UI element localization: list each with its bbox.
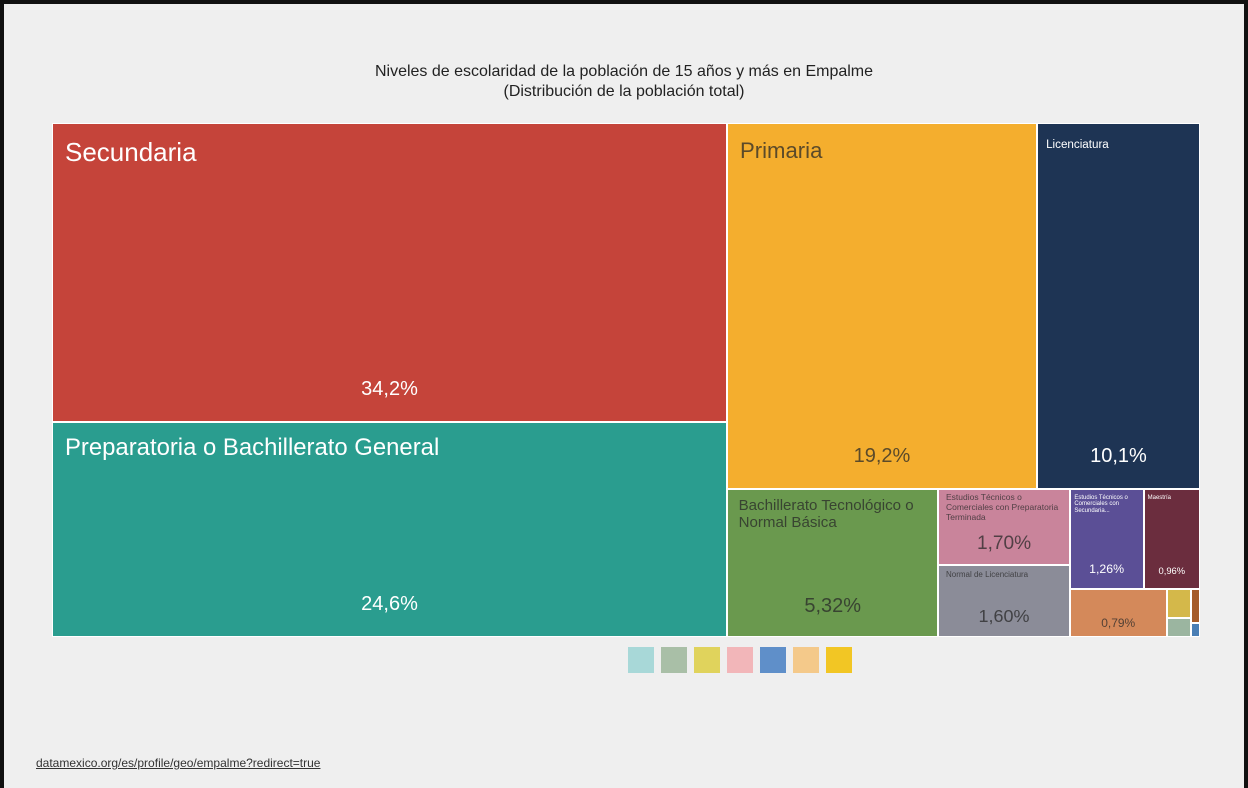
treemap-cell: Maestría 0,96% bbox=[1143, 488, 1200, 589]
cell-value-label: 19,2% bbox=[853, 444, 911, 467]
treemap-cell: Primaria 19,2% bbox=[727, 123, 1037, 489]
cell-value-label: 1,26% bbox=[1089, 561, 1125, 576]
cell-value-label: 10,1% bbox=[1090, 444, 1147, 467]
treemap-cell: Normal de Licenciatura 1,60% bbox=[938, 565, 1070, 637]
cell-value-label: 1,60% bbox=[978, 606, 1030, 627]
cell-value-label: 24,6% bbox=[361, 592, 418, 615]
source-link[interactable]: datamexico.org/es/profile/geo/empalme?re… bbox=[36, 756, 321, 770]
cell-label: Bachillerato Tecnológico o Normal Básica bbox=[738, 496, 914, 532]
cell-label: Secundaria bbox=[65, 137, 197, 167]
cell-label: Maestría bbox=[1147, 494, 1171, 501]
treemap-cell: Secundaria 34,2% bbox=[52, 123, 728, 422]
treemap-cell bbox=[1166, 617, 1192, 637]
legend-swatch[interactable] bbox=[826, 647, 852, 673]
cell-label: Primaria bbox=[740, 138, 823, 163]
legend-swatch[interactable] bbox=[760, 647, 786, 673]
legend-swatch[interactable] bbox=[628, 647, 654, 673]
treemap-cell bbox=[1166, 589, 1192, 618]
legend bbox=[628, 647, 852, 673]
chart-subtitle: (Distribución de la población total) bbox=[503, 83, 745, 100]
treemap: Secundaria 34,2% Preparatoria o Bachillera… bbox=[52, 123, 1200, 637]
cell-value-label: 34,2% bbox=[361, 377, 418, 400]
legend-swatch[interactable] bbox=[694, 647, 720, 673]
cell-value-label: 0,79% bbox=[1101, 616, 1136, 631]
treemap-cell bbox=[1191, 589, 1200, 624]
treemap-cell: Licenciatura 10,1% bbox=[1036, 123, 1200, 489]
cell-value-label: 0,96% bbox=[1158, 564, 1186, 576]
treemap-cell: Preparatoria o Bachillerato General 24,6% bbox=[52, 421, 728, 637]
cell-label: Estudios Técnicos o Comerciales con Prep… bbox=[946, 492, 1059, 522]
cell-label: Preparatoria o Bachillerato General bbox=[65, 433, 440, 461]
legend-swatch[interactable] bbox=[661, 647, 687, 673]
cell-label: Licenciatura bbox=[1046, 138, 1109, 151]
legend-swatch[interactable] bbox=[793, 647, 819, 673]
chart-title: Niveles de escolaridad de la población d… bbox=[374, 63, 874, 80]
legend-swatch[interactable] bbox=[727, 647, 753, 673]
cell-value-label: 1,70% bbox=[976, 532, 1032, 554]
treemap-cell: 0,79% bbox=[1069, 589, 1167, 637]
cell-label: Estudios Técnicos o Comerciales con Secu… bbox=[1074, 494, 1128, 515]
treemap-cell: Estudios Técnicos o Comerciales con Prep… bbox=[938, 488, 1070, 565]
treemap-cell bbox=[1191, 623, 1200, 637]
cell-value-label: 5,32% bbox=[804, 595, 862, 618]
treemap-cell: Bachillerato Tecnológico o Normal Básica… bbox=[727, 488, 939, 637]
cell-label: Normal de Licenciatura bbox=[946, 569, 1029, 579]
treemap-cell: Estudios Técnicos o Comerciales con Secu… bbox=[1069, 488, 1144, 589]
